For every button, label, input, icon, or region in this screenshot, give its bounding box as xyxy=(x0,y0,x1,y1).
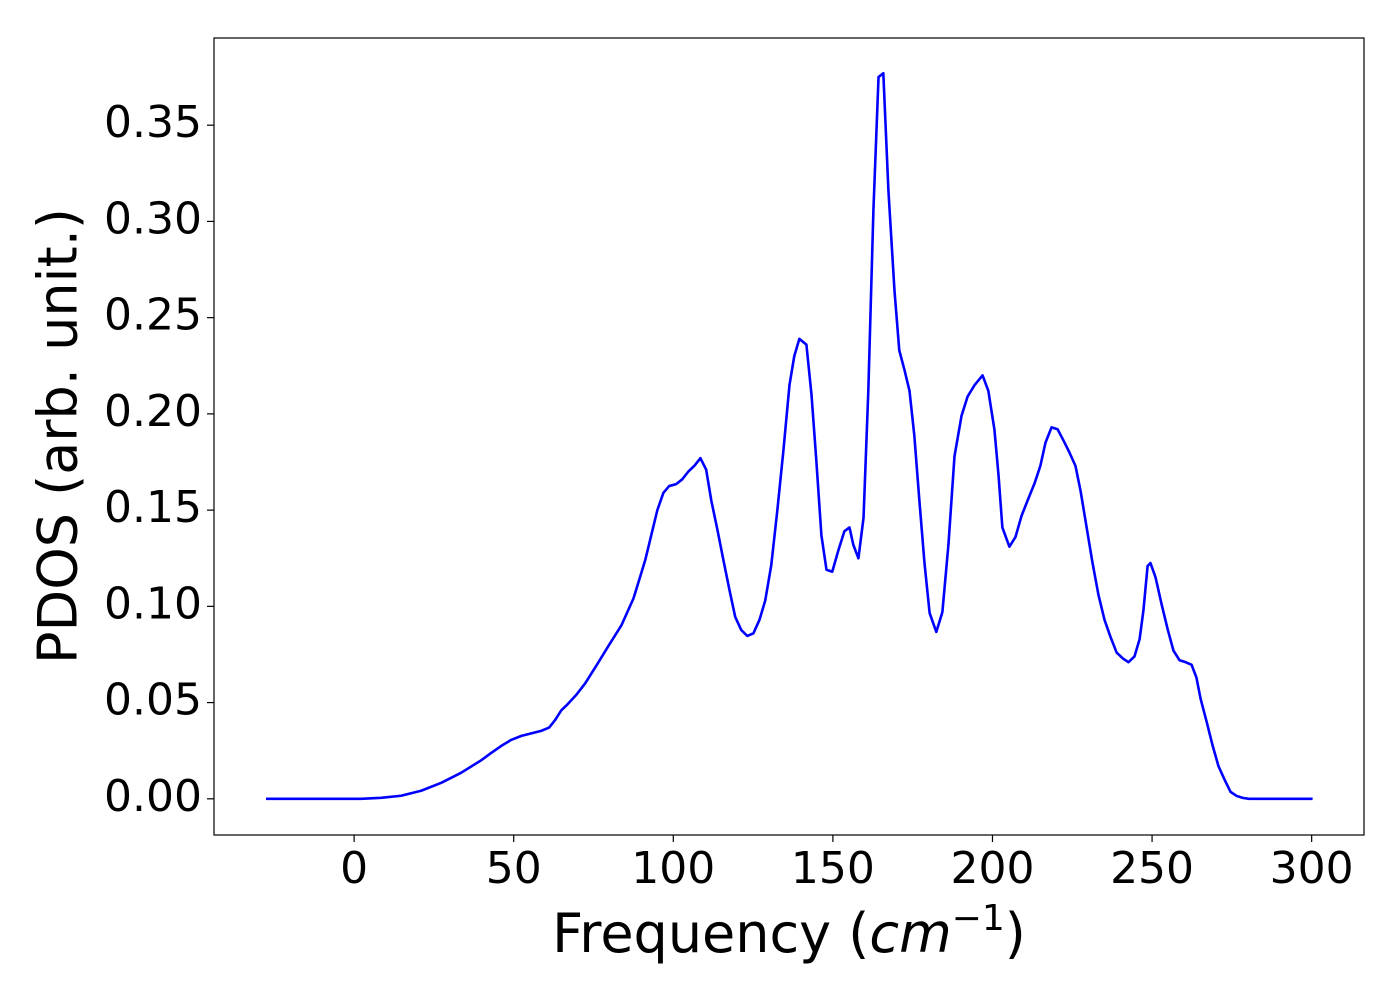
x-label-text: ) xyxy=(1005,902,1026,965)
y-axis-label: PDOS (arb. unit.) xyxy=(27,208,90,664)
y-tick-label: 0.35 xyxy=(104,97,202,148)
x-tick-label: 100 xyxy=(631,843,715,894)
x-tick-label: 300 xyxy=(1270,843,1354,894)
x-tick-label: 0 xyxy=(340,843,368,894)
y-tick-label: 0.10 xyxy=(104,578,202,629)
x-axis-label: Frequency (cm−1) xyxy=(552,898,1026,965)
x-label-exponent: −1 xyxy=(952,898,1005,939)
y-tick-label: 0.00 xyxy=(104,771,202,822)
plot-frame xyxy=(213,37,1365,836)
y-tick-label: 0.05 xyxy=(104,675,202,726)
y-tick-label: 0.30 xyxy=(104,193,202,244)
x-tick-label: 50 xyxy=(486,843,542,894)
y-tick-label: 0.25 xyxy=(104,290,202,341)
x-label-text: Frequency ( xyxy=(552,902,869,965)
y-tick-label: 0.20 xyxy=(104,386,202,437)
y-tick-label: 0.15 xyxy=(104,482,202,533)
pdos-line xyxy=(266,71,1313,801)
x-label-math: cm xyxy=(869,902,951,965)
x-tick-label: 250 xyxy=(1110,843,1194,894)
x-tick-label: 200 xyxy=(950,843,1034,894)
x-tick-label: 150 xyxy=(791,843,875,894)
